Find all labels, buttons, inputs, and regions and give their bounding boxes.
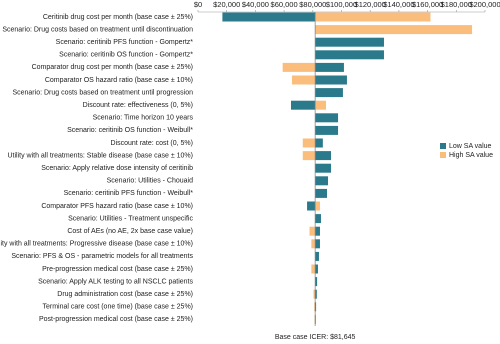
row-label: Utility with all treatments: Stable dise… bbox=[7, 152, 193, 159]
row-label: Ceritinib drug cost per month (base case… bbox=[43, 14, 193, 21]
bar bbox=[315, 176, 329, 186]
row-label: Post-progression medical cost (base case… bbox=[39, 316, 193, 323]
x-tick-label: $80,000 bbox=[299, 0, 326, 9]
bar bbox=[315, 25, 473, 35]
row-label: Scenario: Drug costs based on treatment … bbox=[12, 89, 193, 96]
bar bbox=[315, 239, 320, 249]
x-tick-label: $140,000 bbox=[383, 0, 414, 9]
row-label: Scenario: Utilities - Treatment unspecif… bbox=[68, 215, 193, 222]
bar bbox=[315, 226, 320, 236]
row-label: Drug administration cost (base case ± 25… bbox=[57, 291, 193, 298]
bar bbox=[311, 239, 316, 249]
bar bbox=[315, 88, 343, 98]
row-label: Terminal care cost (one time) (base case… bbox=[42, 304, 193, 311]
x-tick-label: $40,000 bbox=[242, 0, 269, 9]
bar bbox=[315, 201, 320, 211]
bar bbox=[315, 251, 319, 261]
bar bbox=[313, 289, 316, 299]
bar bbox=[315, 264, 318, 274]
x-tick-label: $160,000 bbox=[412, 0, 443, 9]
row-label: Discount rate: effectiveness (0, 5%) bbox=[83, 102, 193, 109]
row-label: Scenario: PFS & OS - parametric models f… bbox=[11, 253, 193, 260]
bar bbox=[290, 100, 316, 110]
bar bbox=[309, 226, 316, 236]
row-label: Comparator PFS hazard ratio (base case ±… bbox=[41, 203, 193, 210]
bar bbox=[315, 12, 431, 22]
bar bbox=[291, 75, 316, 85]
bar bbox=[315, 100, 327, 110]
bar bbox=[315, 214, 321, 224]
x-tick-label: $120,000 bbox=[355, 0, 386, 9]
row-label: Discount rate: cost (0, 5%) bbox=[111, 140, 193, 147]
row-label: Scenario: Drug costs based on treatment … bbox=[2, 26, 193, 33]
bar bbox=[282, 62, 316, 72]
bar bbox=[315, 125, 339, 135]
bar bbox=[311, 264, 316, 274]
x-tick-label: $20,000 bbox=[213, 0, 240, 9]
row-label: Scenario: Apply ALK testing to all NSCLC… bbox=[38, 278, 193, 285]
x-tick-label: $0 bbox=[194, 0, 202, 9]
row-label: Scenario: Time horizon 10 years bbox=[93, 115, 194, 122]
bar bbox=[315, 188, 328, 198]
bar bbox=[315, 50, 384, 60]
row-label: Scenario: ceritinib OS function - Weibul… bbox=[67, 127, 193, 134]
x-tick-label: $180,000 bbox=[441, 0, 472, 9]
bar bbox=[315, 62, 344, 72]
row-label: Scenario: ceritinib OS function - Gomper… bbox=[59, 52, 193, 59]
legend-swatch bbox=[440, 152, 446, 158]
bar bbox=[315, 37, 384, 47]
bar bbox=[307, 201, 316, 211]
x-tick-label: $100,000 bbox=[326, 0, 357, 9]
bar bbox=[315, 75, 347, 85]
bar bbox=[302, 151, 316, 161]
row-label: Pre-progression medical cost (base case … bbox=[42, 266, 193, 273]
row-label: Scenario: Apply relative dose intensity … bbox=[41, 165, 193, 172]
bar bbox=[315, 163, 332, 173]
bar bbox=[222, 12, 316, 22]
bar bbox=[302, 138, 316, 148]
bar bbox=[315, 113, 339, 123]
row-label: Scenario: Utilities - Chouaid bbox=[107, 178, 193, 185]
legend-swatch bbox=[440, 143, 446, 149]
bar bbox=[314, 302, 316, 312]
row-label: Scenario: ceritinib PFS function - Weibu… bbox=[64, 190, 194, 197]
x-tick-label: $60,000 bbox=[271, 0, 298, 9]
bar bbox=[315, 302, 317, 312]
row-label: Comparator drug cost per month (base cas… bbox=[32, 64, 193, 71]
bar bbox=[315, 138, 323, 148]
legend-label: Low SA value bbox=[449, 143, 492, 150]
x-tick-label: $200,000 bbox=[469, 0, 500, 9]
row-label: Utility with all treatments: Progressive… bbox=[0, 241, 193, 248]
bar bbox=[315, 151, 332, 161]
row-label: Scenario: ceritinib PFS function - Gompe… bbox=[56, 39, 194, 46]
bar bbox=[315, 277, 318, 287]
row-label: Comparator OS hazard ratio (base case ± … bbox=[45, 77, 193, 84]
row-label: Cost of AEs (no AE, 2x base case value) bbox=[67, 228, 193, 235]
legend-label: High SA value bbox=[449, 152, 493, 159]
bar bbox=[315, 289, 317, 299]
base-case-label: Base case ICER: $81,645 bbox=[275, 334, 356, 341]
